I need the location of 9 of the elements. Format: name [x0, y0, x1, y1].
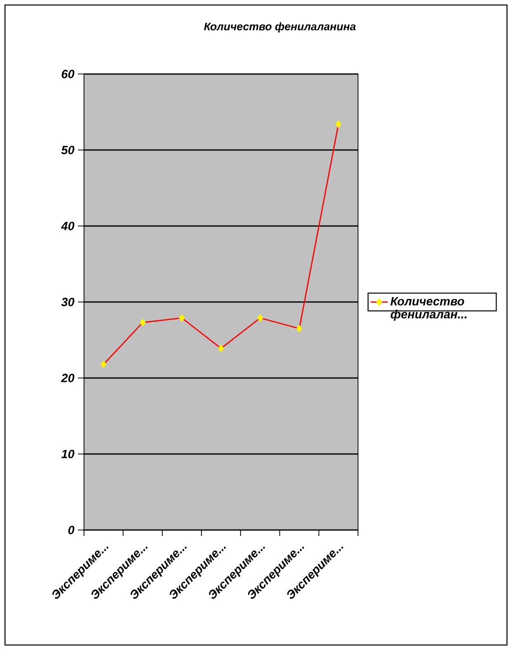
y-tick-label: 10 — [61, 450, 74, 458]
legend-label: Количество фенилалан... — [390, 297, 467, 321]
chart-title: Количество фенилаланина — [204, 22, 356, 32]
y-tick-label: 40 — [60, 222, 74, 230]
y-tick-label: 0 — [68, 526, 74, 534]
y-tick-label: 20 — [60, 374, 74, 382]
y-tick-label: 60 — [62, 70, 74, 78]
y-tick-label: 30 — [61, 298, 74, 306]
y-tick-label: 50 — [61, 146, 74, 154]
